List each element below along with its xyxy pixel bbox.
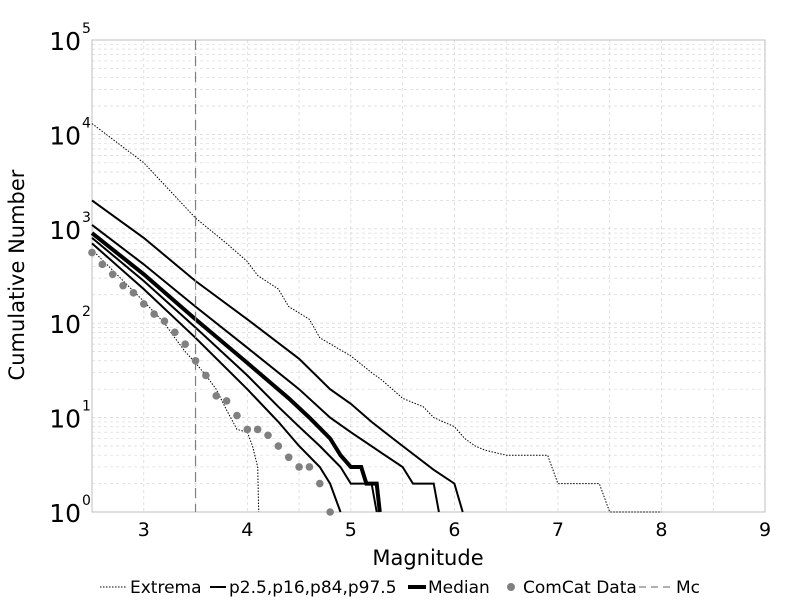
series-line-p16 <box>91 237 378 513</box>
y-tick-exponent: 3 <box>82 210 91 226</box>
comcat-point <box>274 442 283 450</box>
legend-mc-label: Mc <box>676 578 700 598</box>
y-tick-base: 10 <box>49 121 81 150</box>
y-tick-label: 10 3 <box>49 210 91 245</box>
comcat-point <box>119 281 127 290</box>
comcat-point <box>326 508 334 516</box>
comcat-point <box>233 411 241 420</box>
y-tick-exponent: 2 <box>82 304 91 320</box>
comcat-point <box>253 425 262 434</box>
comcat-point <box>284 453 293 462</box>
series-layer <box>90 123 662 513</box>
series-line-extrema-max <box>91 123 662 513</box>
comcat-point <box>160 317 169 325</box>
y-tick-label: 10 4 <box>49 115 91 150</box>
legend-extrema-label: Extrema <box>130 578 202 598</box>
comcat-point <box>243 425 252 434</box>
comcat-point <box>88 248 96 257</box>
y-tick-exponent: 0 <box>82 493 91 509</box>
series-line-p84 <box>91 224 440 513</box>
y-tick-exponent: 4 <box>82 115 91 131</box>
plot-area <box>91 39 766 513</box>
y-tick-base: 10 <box>49 27 81 56</box>
x-tick-label: 9 <box>759 519 771 541</box>
y-tick-label: 10 0 <box>49 493 91 528</box>
legend-comcat-label: ComCat Data <box>523 578 637 598</box>
comcat-point <box>202 371 210 380</box>
comcat-point <box>315 479 324 488</box>
grid <box>91 40 766 513</box>
x-tick-label: 4 <box>241 519 253 541</box>
x-tick-label: 8 <box>655 519 667 541</box>
comcat-point <box>108 270 117 279</box>
y-tick-label: 10 2 <box>49 304 91 339</box>
y-tick-label: 10 5 <box>49 21 91 56</box>
x-tick-label: 6 <box>448 519 460 541</box>
legend-median-label: Median <box>428 578 490 598</box>
comcat-point <box>98 260 107 269</box>
legend: Extrema p2.5,p16,p84,p97.5 Median ComCat… <box>100 578 700 598</box>
legend-comcat-swatch <box>507 583 515 591</box>
series-line-p2.5 <box>91 242 342 513</box>
comcat-point <box>222 397 231 405</box>
comcat-point <box>150 310 158 318</box>
comcat-point <box>129 288 138 297</box>
comcat-point <box>171 328 179 337</box>
y-tick-base: 10 <box>49 216 81 245</box>
x-tick-labels: 3 4 5 6 7 8 9 <box>138 519 771 541</box>
comcat-point <box>305 463 314 471</box>
series-line-p97.5 <box>91 199 464 513</box>
y-tick-base: 10 <box>49 499 81 528</box>
comcat-point <box>264 431 272 440</box>
comcat-markers <box>88 248 334 516</box>
y-axis-label: Cumulative Number <box>5 169 29 380</box>
y-tick-base: 10 <box>49 405 81 434</box>
legend-percentile-label: p2.5,p16,p84,p97.5 <box>229 578 397 598</box>
series-line-extrema-min <box>91 249 260 513</box>
comcat-point <box>181 340 189 348</box>
x-tick-label: 7 <box>552 519 564 541</box>
comcat-point <box>139 300 148 308</box>
y-tick-base: 10 <box>49 310 81 339</box>
comcat-point <box>295 463 303 471</box>
comcat-point <box>212 392 221 400</box>
y-tick-exponent: 1 <box>82 399 91 415</box>
y-tick-label: 10 1 <box>49 399 91 434</box>
x-tick-label: 5 <box>345 519 357 541</box>
x-tick-label: 3 <box>138 519 150 541</box>
y-tick-exponent: 5 <box>82 21 91 37</box>
x-axis-label: Magnitude <box>372 546 483 570</box>
